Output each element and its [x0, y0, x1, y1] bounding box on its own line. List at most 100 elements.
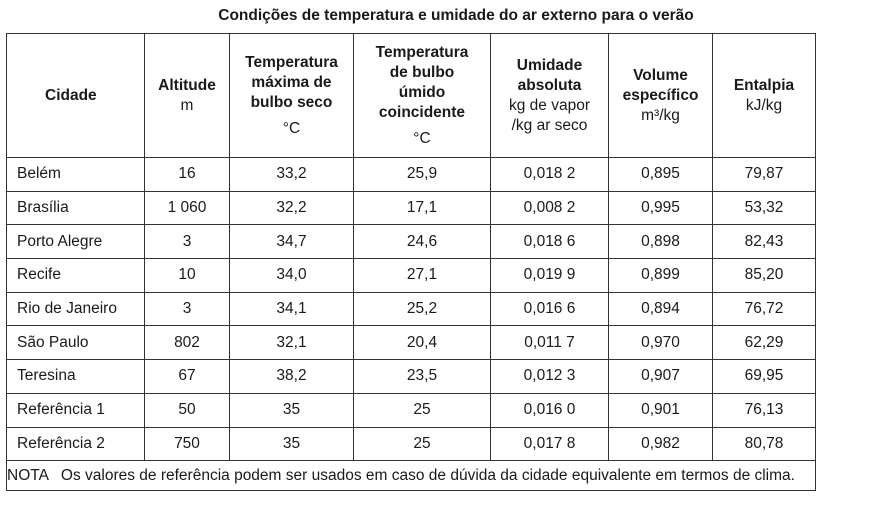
cell-max-dry-bulb-temp: 32,1	[229, 325, 354, 361]
cell-max-dry-bulb-temp: 33,2	[229, 157, 354, 192]
table-body: Belém 16 33,2 25,9 0,018 2 0,895 79,87 Brasília…	[6, 157, 816, 462]
cell-max-dry-bulb-temp: 32,2	[229, 190, 354, 226]
header-unit: kJ/kg	[745, 96, 783, 114]
header-label: Umidade	[516, 56, 583, 74]
cell-absolute-humidity: 0,011 7	[490, 325, 609, 361]
table-row: Porto Alegre 3 34,7 24,6 0,018 6 0,898 82,43	[6, 224, 816, 260]
note-text: Os valores de referência podem ser usado…	[60, 466, 795, 484]
cell-enthalpy: 82,43	[712, 224, 816, 260]
cell-specific-volume: 0,907	[608, 359, 713, 394]
cell-city: Porto Alegre	[6, 224, 145, 260]
cell-specific-volume: 0,982	[608, 426, 713, 462]
table-row: Referência 1 50 35 25 0,016 0 0,901 76,13	[6, 392, 816, 428]
cell-enthalpy: 85,20	[712, 258, 816, 293]
cell-city: Brasília	[6, 190, 145, 226]
cell-altitude: 802	[144, 325, 230, 361]
cell-specific-volume: 0,970	[608, 325, 713, 361]
cell-coincident-wet-bulb-temp: 24,6	[353, 224, 491, 260]
cell-max-dry-bulb-temp: 34,7	[229, 224, 354, 260]
table-row: Rio de Janeiro 3 34,1 25,2 0,016 6 0,894 76,72	[6, 291, 816, 327]
cell-coincident-wet-bulb-temp: 25,2	[353, 291, 491, 327]
cell-enthalpy: 76,13	[712, 392, 816, 428]
cell-altitude: 750	[144, 426, 230, 462]
cell-altitude: 3	[144, 291, 230, 327]
cell-enthalpy: 79,87	[712, 157, 816, 192]
header-city: Cidade	[6, 33, 145, 158]
table-row: Belém 16 33,2 25,9 0,018 2 0,895 79,87	[6, 157, 816, 192]
cell-altitude: 16	[144, 157, 230, 192]
cell-altitude: 3	[144, 224, 230, 260]
cell-enthalpy: 80,78	[712, 426, 816, 462]
header-label: úmido	[398, 83, 446, 101]
cell-enthalpy: 53,32	[712, 190, 816, 226]
cell-max-dry-bulb-temp: 35	[229, 426, 354, 462]
cell-altitude: 10	[144, 258, 230, 293]
table-header: Cidade Altitude m Temperatura máxima de bulbo…	[6, 33, 816, 158]
header-label: coincidente	[378, 103, 466, 121]
header-label: Temperatura	[375, 43, 469, 61]
note-cell: NOTA Os valores de referência podem ser u…	[6, 460, 816, 492]
cell-absolute-humidity: 0,016 6	[490, 291, 609, 327]
cell-max-dry-bulb-temp: 38,2	[229, 359, 354, 394]
table-title: Condições de temperatura e umidade do ar…	[218, 7, 694, 24]
cell-absolute-humidity: 0,012 3	[490, 359, 609, 394]
cell-absolute-humidity: 0,018 2	[490, 157, 609, 192]
cell-max-dry-bulb-temp: 34,1	[229, 291, 354, 327]
cell-specific-volume: 0,895	[608, 157, 713, 192]
cell-enthalpy: 76,72	[712, 291, 816, 327]
cell-specific-volume: 0,894	[608, 291, 713, 327]
cell-absolute-humidity: 0,016 0	[490, 392, 609, 428]
header-altitude: Altitude m	[144, 33, 230, 158]
cell-altitude: 67	[144, 359, 230, 394]
cell-coincident-wet-bulb-temp: 20,4	[353, 325, 491, 361]
cell-altitude: 50	[144, 392, 230, 428]
cell-coincident-wet-bulb-temp: 23,5	[353, 359, 491, 394]
cell-specific-volume: 0,899	[608, 258, 713, 293]
header-label: específico	[622, 86, 699, 104]
cell-absolute-humidity: 0,018 6	[490, 224, 609, 260]
cell-specific-volume: 0,898	[608, 224, 713, 260]
table-row: Referência 2 750 35 25 0,017 8 0,982 80,78	[6, 426, 816, 462]
header-row: Cidade Altitude m Temperatura máxima de bulbo…	[6, 33, 816, 158]
header-label: máxima de	[251, 73, 332, 91]
header-unit: °C	[413, 129, 431, 147]
climate-table: Cidade Altitude m Temperatura máxima de bulbo…	[6, 33, 816, 492]
header-specific-volume: Volume específico m³/kg	[608, 33, 713, 158]
header-max-dry-bulb-temp: Temperatura máxima de bulbo seco °C	[229, 33, 354, 158]
header-absolute-humidity: Umidade absoluta kg de vapor/kg ar seco	[490, 33, 609, 158]
cell-enthalpy: 69,95	[712, 359, 816, 394]
cell-absolute-humidity: 0,019 9	[490, 258, 609, 293]
header-label: bulbo seco	[250, 93, 333, 111]
cell-specific-volume: 0,995	[608, 190, 713, 226]
cell-enthalpy: 62,29	[712, 325, 816, 361]
cell-city: Belém	[6, 157, 145, 192]
header-unit: m³/kg	[641, 106, 680, 124]
cell-absolute-humidity: 0,008 2	[490, 190, 609, 226]
header-unit: m	[180, 96, 194, 114]
table-row: Recife 10 34,0 27,1 0,019 9 0,899 85,20	[6, 258, 816, 293]
cell-city: Teresina	[6, 359, 145, 394]
cell-city: Referência 2	[6, 426, 145, 462]
cell-coincident-wet-bulb-temp: 25	[353, 392, 491, 428]
table-row: Brasília 1 060 32,2 17,1 0,008 2 0,995 53,32	[6, 190, 816, 226]
header-label: Altitude	[158, 76, 216, 94]
note-row: NOTA Os valores de referência podem ser u…	[6, 460, 816, 492]
cell-coincident-wet-bulb-temp: 25	[353, 426, 491, 462]
header-unit: °C	[282, 119, 301, 137]
cell-max-dry-bulb-temp: 34,0	[229, 258, 354, 293]
cell-altitude: 1 060	[144, 190, 230, 226]
header-enthalpy: Entalpia kJ/kg	[712, 33, 816, 158]
header-label: absoluta	[517, 76, 582, 94]
cell-city: São Paulo	[6, 325, 145, 361]
cell-coincident-wet-bulb-temp: 27,1	[353, 258, 491, 293]
header-unit: kg de vapor	[509, 96, 590, 114]
cell-city: Recife	[6, 258, 145, 293]
header-label: Entalpia	[733, 76, 795, 94]
cell-city: Referência 1	[6, 392, 145, 428]
cell-absolute-humidity: 0,017 8	[490, 426, 609, 462]
header-label: Temperatura	[245, 53, 338, 71]
header-label: Cidade	[45, 86, 97, 104]
cell-coincident-wet-bulb-temp: 25,9	[353, 157, 491, 192]
table-row: São Paulo 802 32,1 20,4 0,011 7 0,970 62,29	[6, 325, 816, 361]
header-unit: /kg ar seco	[511, 116, 588, 134]
